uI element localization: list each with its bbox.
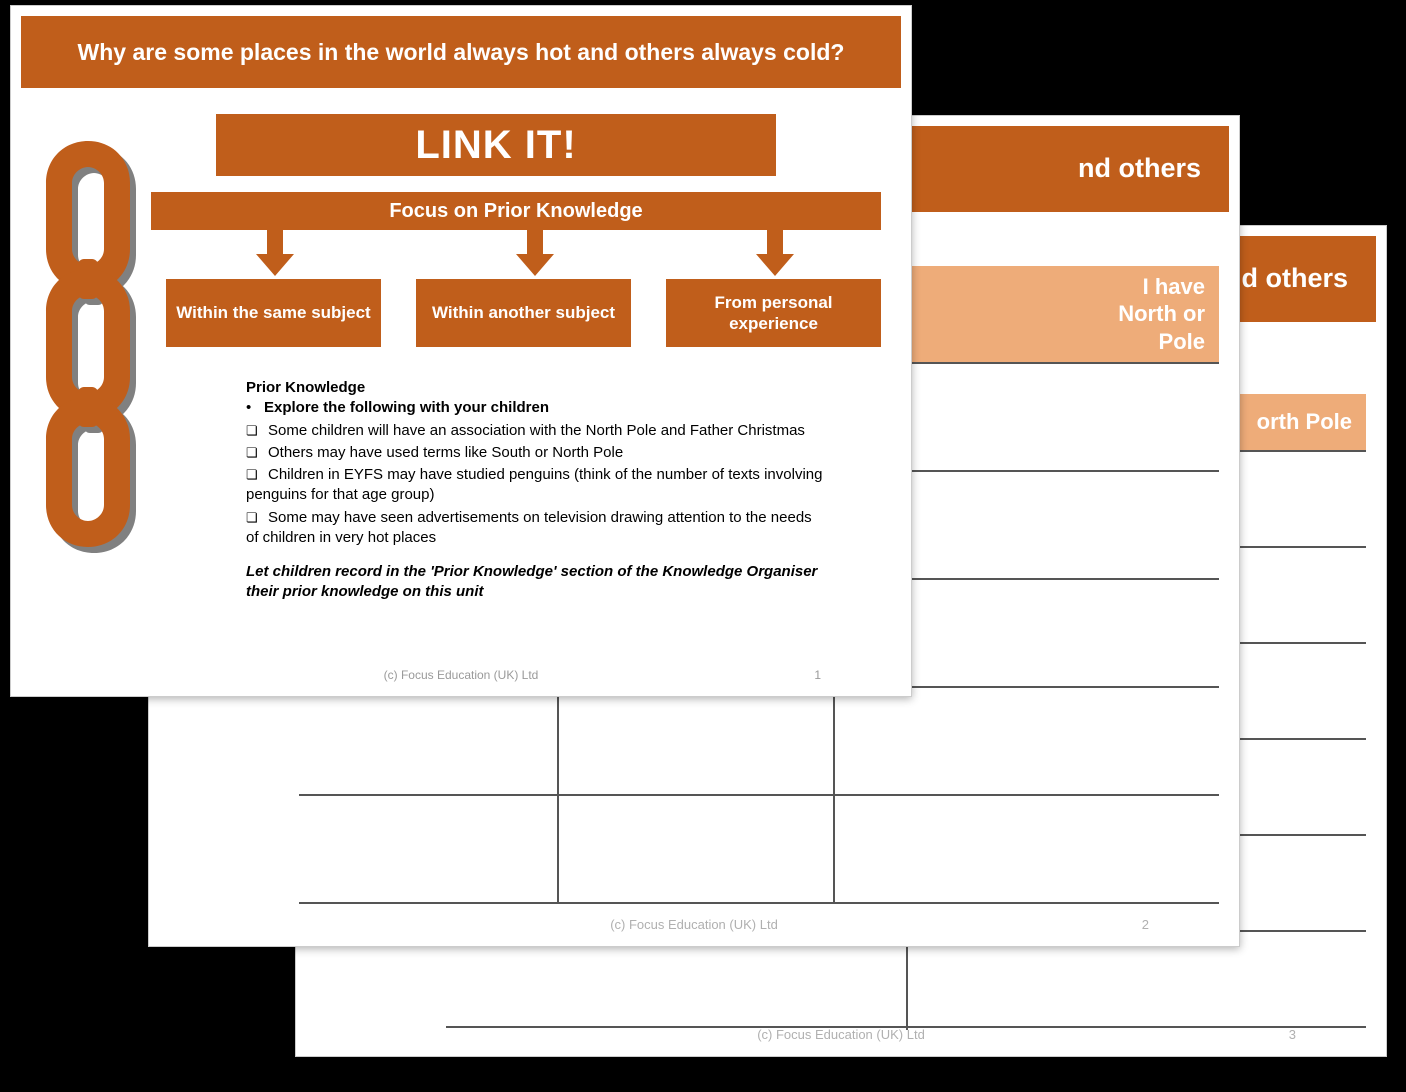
arrow-down-icon (756, 230, 794, 276)
slide2-th-line2: North or (1118, 301, 1205, 326)
arrow-down-icon (256, 230, 294, 276)
slide1-title: Why are some places in the world always … (21, 16, 901, 88)
link-it-heading: LINK IT! (216, 114, 776, 176)
slide3-page-number: 3 (1289, 1027, 1296, 1042)
slide2-copyright: (c) Focus Education (UK) Ltd (149, 917, 1239, 932)
pk-closing: Let children record in the 'Prior Knowle… (246, 562, 826, 603)
pk-lead-bullet: Explore the following with your children (246, 398, 826, 418)
slide2-th-line3: Pole (1159, 329, 1205, 354)
pk-item: Children in EYFS may have studied pengui… (246, 465, 826, 506)
slide2-table-header-peek: I have North or Pole (909, 266, 1219, 362)
slide3-copyright: (c) Focus Education (UK) Ltd (296, 1027, 1386, 1042)
arrow-down-icon (516, 230, 554, 276)
slide1-copyright: (c) Focus Education (UK) Ltd (11, 668, 911, 682)
slide2-page-number: 2 (1142, 917, 1149, 932)
pk-heading: Prior Knowledge (246, 378, 826, 398)
slide-1: Why are some places in the world always … (10, 5, 912, 697)
chain-link-icon (36, 141, 141, 601)
pk-item: Some may have seen advertisements on tel… (246, 508, 826, 549)
box-personal-experience: From personal experience (666, 279, 881, 347)
slide2-th-line1: I have (1143, 274, 1205, 299)
pk-item: Some children will have an association w… (246, 421, 826, 441)
prior-knowledge-body: Prior Knowledge Explore the following wi… (246, 378, 826, 603)
pk-item: Others may have used terms like South or… (246, 443, 826, 463)
focus-subtitle: Focus on Prior Knowledge (151, 192, 881, 230)
box-same-subject: Within the same subject (166, 279, 381, 347)
slide1-page-number: 1 (814, 668, 821, 682)
box-another-subject: Within another subject (416, 279, 631, 347)
